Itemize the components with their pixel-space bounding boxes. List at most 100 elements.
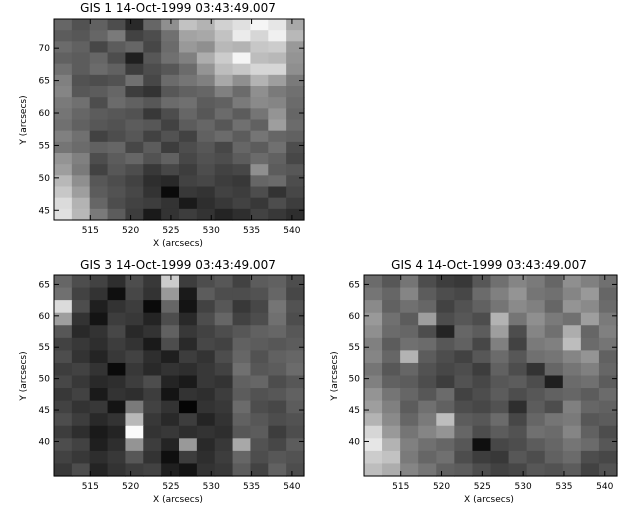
heatmap-cell [125, 312, 144, 326]
heatmap-cell [71, 208, 91, 221]
x-tick-label: 525 [162, 226, 179, 236]
heatmap-cell [232, 287, 252, 301]
heatmap-cell [436, 337, 455, 351]
heatmap-cell [196, 438, 216, 452]
heatmap-cell [250, 197, 269, 210]
heatmap-cell [161, 41, 180, 54]
heatmap-cell [562, 312, 582, 326]
heatmap-cell [472, 438, 492, 452]
heatmap-cell [196, 52, 216, 65]
heatmap-cell [179, 413, 198, 427]
heatmap-cell [196, 450, 216, 465]
x-tick-label: 515 [82, 482, 99, 492]
heatmap-cell [214, 119, 234, 132]
heatmap-cell [214, 312, 234, 326]
heatmap-cell [562, 413, 582, 427]
heatmap-cell [179, 153, 198, 165]
heatmap-cell [214, 19, 234, 31]
heatmap-cell [268, 19, 287, 31]
heatmap-cell [143, 19, 162, 31]
heatmap-cell [472, 337, 492, 351]
heatmap-cell [196, 362, 216, 377]
heatmap-cell [71, 325, 91, 339]
heatmap-cell [454, 400, 474, 414]
heatmap-cell [54, 413, 73, 427]
heatmap-cell [382, 438, 401, 452]
heatmap-cell [161, 450, 180, 465]
heatmap-cell [454, 425, 474, 439]
heatmap-cell [268, 362, 287, 377]
heatmap-cell [286, 425, 305, 439]
heatmap-cell [286, 164, 305, 176]
heatmap-cell [454, 362, 474, 377]
heatmap-cell [214, 325, 234, 339]
heatmap-cell [598, 350, 618, 364]
heatmap-cell [454, 463, 474, 477]
heatmap-cell [214, 41, 234, 54]
heatmap-cell [418, 325, 437, 339]
heatmap-cell [526, 463, 546, 477]
heatmap-cell [161, 86, 180, 98]
heatmap-cell [250, 186, 269, 199]
heatmap-cell [400, 350, 419, 364]
heatmap-cell [54, 52, 73, 65]
heatmap-cell [418, 463, 437, 477]
heatmap-cell [54, 130, 73, 143]
heatmap-cell [472, 375, 492, 389]
heatmap-cell [89, 425, 109, 439]
heatmap-cell [214, 186, 234, 199]
heatmap-cell [161, 350, 180, 364]
heatmap-cell [508, 438, 528, 452]
heatmap-cell [598, 300, 618, 314]
heatmap-cell [232, 130, 252, 143]
heatmap-cell [214, 108, 234, 121]
heatmap-cell [107, 337, 127, 351]
heatmap-cell [214, 153, 234, 165]
x-tick-label: 525 [474, 482, 491, 492]
heatmap-cell [286, 86, 305, 98]
heatmap-cell [107, 108, 127, 121]
heatmap-cell [562, 350, 582, 364]
heatmap-cell [268, 153, 287, 165]
x-tick-label: 515 [82, 226, 99, 236]
heatmap-cell [436, 325, 455, 339]
heatmap-cell [544, 287, 564, 301]
heatmap-cell [214, 450, 234, 465]
heatmap-cell [232, 153, 252, 165]
heatmap-cell [125, 175, 144, 188]
heatmap-cell [562, 463, 582, 477]
heatmap-cell [454, 337, 474, 351]
heatmap-cell [232, 108, 252, 121]
x-axis-ticks: 515 520 525 530 535 540 [82, 275, 301, 492]
heatmap-cell [143, 275, 162, 289]
heatmap-cell [250, 300, 269, 314]
heatmap-cell [179, 164, 198, 176]
heatmap-cell [71, 450, 91, 465]
heatmap-cell [89, 400, 109, 414]
heatmap-cell [598, 388, 618, 402]
heatmap-cell [268, 97, 287, 109]
heatmap-cell [382, 413, 401, 427]
y-axis-label: Y (arcsecs) [19, 351, 29, 401]
heatmap-cell [490, 325, 510, 339]
heatmap-cell [436, 287, 455, 301]
heatmap-cell [268, 30, 287, 42]
heatmap-cell [250, 19, 269, 31]
heatmap-cell [544, 463, 564, 477]
heatmap-cell [286, 52, 305, 65]
heatmap-cell [250, 164, 269, 176]
heatmap-cell [107, 312, 127, 326]
heatmap-cell [71, 63, 91, 76]
heatmap-cell [143, 86, 162, 98]
heatmap-cell [526, 450, 546, 465]
heatmap-cell [490, 463, 510, 477]
heatmap-cell [562, 450, 582, 465]
heatmap-cell [125, 108, 144, 121]
heatmap-cell [382, 388, 401, 402]
heatmap-cell [89, 63, 109, 76]
heatmap-cell [544, 450, 564, 465]
heatmap-cell [196, 141, 216, 154]
heatmap-cell [196, 350, 216, 364]
heatmap-cell [89, 108, 109, 121]
heatmap-cell [286, 175, 305, 188]
